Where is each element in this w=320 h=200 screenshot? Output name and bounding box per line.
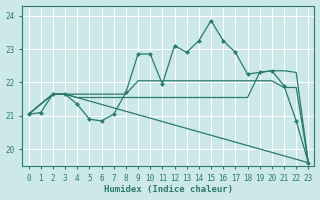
X-axis label: Humidex (Indice chaleur): Humidex (Indice chaleur) [104,185,233,194]
